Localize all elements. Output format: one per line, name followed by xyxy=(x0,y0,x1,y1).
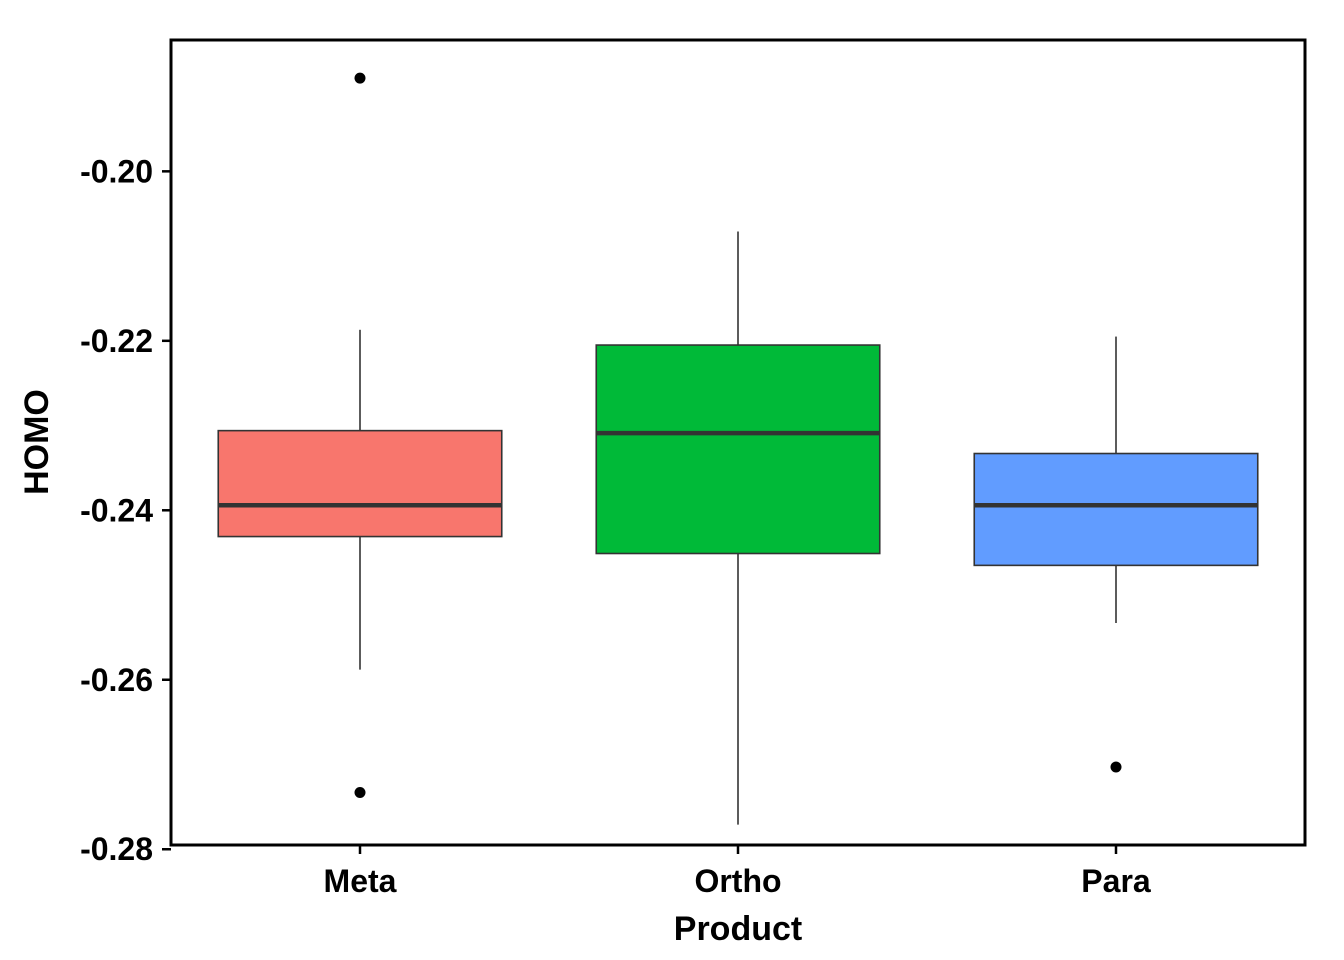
y-tick-label: -0.22 xyxy=(80,323,153,359)
y-tick-label: -0.28 xyxy=(80,831,153,867)
outlier-point-meta-2 xyxy=(354,786,366,798)
box-para xyxy=(973,452,1259,567)
x-tick-label-para: Para xyxy=(1081,863,1151,899)
boxes-layer xyxy=(217,72,1259,825)
y-axis-title: HOMO xyxy=(18,389,56,495)
x-axis-title: Product xyxy=(674,910,802,948)
box-group-meta xyxy=(217,72,503,798)
y-tick-label: -0.24 xyxy=(80,492,153,528)
y-tick-label: -0.26 xyxy=(80,662,153,698)
box-ortho xyxy=(595,344,881,555)
y-tick-label: -0.20 xyxy=(80,153,153,189)
box-meta xyxy=(217,429,503,538)
x-tick-label-meta: Meta xyxy=(324,863,397,899)
outlier-point-meta-1 xyxy=(354,72,366,84)
box-group-para xyxy=(973,336,1259,773)
box-group-ortho xyxy=(595,231,881,825)
x-axis: Meta Ortho Para xyxy=(324,845,1151,899)
x-tick-label-ortho: Ortho xyxy=(694,863,781,899)
y-axis: -0.20 -0.22 -0.24 -0.26 -0.28 xyxy=(80,153,171,867)
outlier-point-para-1 xyxy=(1110,761,1122,773)
